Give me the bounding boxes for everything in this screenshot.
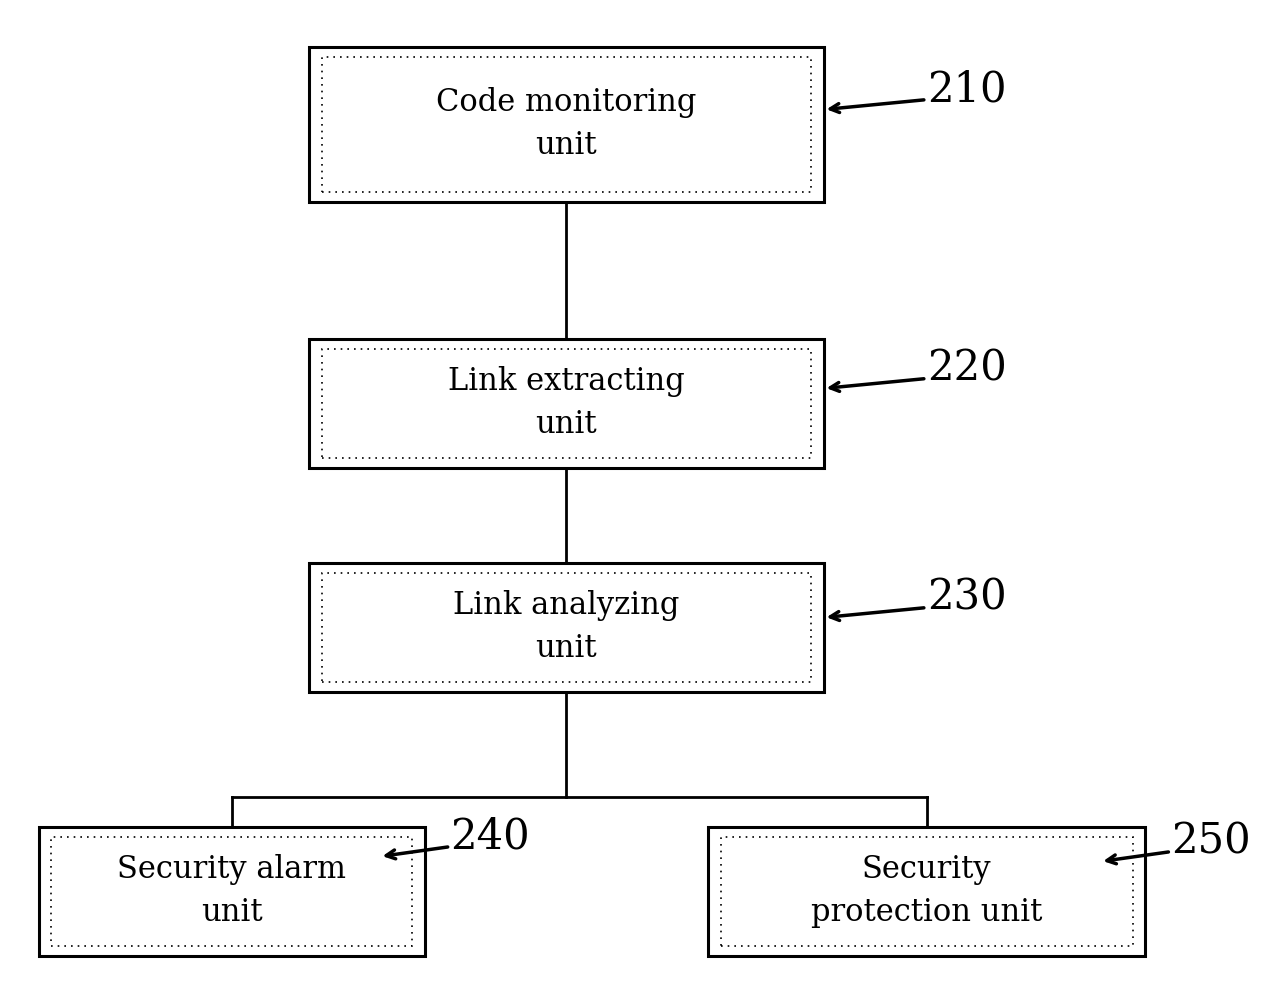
Text: 230: 230: [927, 577, 1006, 619]
Text: 210: 210: [927, 69, 1006, 111]
Bar: [309, 339, 824, 468]
Text: Link extracting
unit: Link extracting unit: [448, 367, 685, 440]
Text: Security
protection unit: Security protection unit: [811, 855, 1042, 928]
Bar: [322, 57, 811, 191]
Bar: [322, 573, 811, 682]
Text: Security alarm
unit: Security alarm unit: [117, 855, 346, 928]
Text: Link analyzing
unit: Link analyzing unit: [453, 591, 680, 664]
Bar: [322, 349, 811, 458]
Bar: [309, 47, 824, 201]
Bar: [708, 827, 1145, 956]
Bar: [39, 827, 425, 956]
Text: Code monitoring
unit: Code monitoring unit: [436, 88, 696, 161]
Text: 220: 220: [927, 348, 1006, 389]
Text: 250: 250: [1171, 821, 1251, 863]
Bar: [51, 837, 412, 946]
Bar: [721, 837, 1133, 946]
Text: 240: 240: [450, 816, 530, 858]
Bar: [309, 563, 824, 692]
